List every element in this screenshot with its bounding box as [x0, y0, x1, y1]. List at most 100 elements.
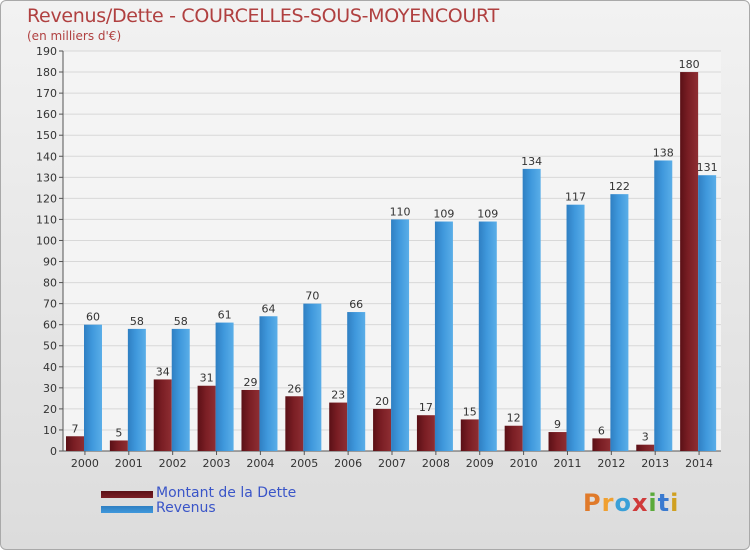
y-tick-label: 80	[43, 277, 57, 290]
bar-revenue	[347, 312, 366, 451]
bar-revenue	[171, 328, 190, 451]
x-tick-label: 2006	[334, 457, 362, 470]
y-tick-label: 170	[36, 87, 57, 100]
bar-revenue	[434, 221, 453, 451]
bar-debt	[197, 385, 216, 451]
bar-debt	[416, 415, 435, 451]
bar-revenue	[610, 194, 629, 451]
bar-debt	[109, 440, 128, 451]
bar-debt	[66, 436, 84, 451]
x-tick-label: 2004	[246, 457, 274, 470]
data-label-debt: 12	[507, 412, 521, 425]
data-label-revenue: 58	[174, 315, 188, 328]
data-label-debt: 23	[331, 389, 345, 402]
bar-debt	[329, 402, 348, 451]
logo-letter: i	[670, 489, 680, 517]
bar-debt	[636, 444, 655, 451]
legend-label-revenue: Revenus	[156, 500, 216, 516]
y-tick-label: 100	[36, 234, 57, 247]
bar-debt	[548, 432, 567, 451]
y-tick-label: 120	[36, 192, 57, 205]
bar-revenue	[259, 316, 278, 451]
bar-revenue	[84, 324, 102, 451]
data-label-revenue: 60	[86, 311, 100, 324]
data-label-debt: 34	[156, 365, 170, 378]
data-label-revenue: 61	[218, 309, 232, 322]
data-label-debt: 180	[679, 58, 700, 71]
data-label-revenue: 138	[653, 146, 674, 159]
y-tick-label: 160	[36, 108, 57, 121]
y-tick-label: 60	[43, 319, 57, 332]
bar-revenue	[303, 303, 322, 451]
data-label-revenue: 131	[697, 161, 718, 174]
bar-debt	[241, 389, 260, 451]
y-tick-label: 180	[36, 66, 57, 79]
x-tick-label: 2007	[378, 457, 406, 470]
data-label-revenue: 117	[565, 191, 586, 204]
data-label-debt: 15	[463, 405, 477, 418]
x-tick-label: 2010	[510, 457, 538, 470]
bar-debt	[592, 438, 611, 451]
data-label-debt: 7	[72, 422, 79, 435]
y-tick-label: 150	[36, 129, 57, 142]
data-label-revenue: 134	[521, 155, 542, 168]
logo-letter: x	[631, 489, 649, 517]
data-label-revenue: 64	[261, 302, 275, 315]
y-tick-label: 10	[43, 424, 57, 437]
bar-revenue	[698, 175, 717, 452]
y-tick-label: 140	[36, 150, 57, 163]
data-label-revenue: 109	[477, 208, 498, 221]
x-tick-label: 2005	[290, 457, 318, 470]
y-tick-label: 40	[43, 361, 57, 374]
bar-debt	[285, 396, 304, 451]
x-tick-label: 2009	[466, 457, 494, 470]
legend-swatch-debt	[101, 491, 153, 498]
bar-revenue	[566, 204, 585, 451]
bar-revenue	[522, 168, 541, 452]
data-label-revenue: 58	[130, 315, 144, 328]
data-label-debt: 20	[375, 395, 389, 408]
logo-letter: i	[648, 489, 658, 517]
x-tick-label: 2008	[422, 457, 450, 470]
data-label-debt: 5	[115, 426, 122, 439]
x-tick-label: 2014	[685, 457, 713, 470]
y-tick-label: 190	[36, 45, 57, 58]
data-label-revenue: 70	[305, 290, 319, 303]
logo-letter: t	[657, 489, 671, 517]
y-tick-label: 110	[36, 213, 57, 226]
data-label-debt: 17	[419, 401, 433, 414]
data-label-debt: 6	[598, 424, 605, 437]
data-label-revenue: 66	[349, 298, 363, 311]
chart-subtitle: (en milliers d'€)	[27, 29, 122, 43]
data-label-debt: 9	[554, 418, 561, 431]
bar-revenue	[127, 328, 146, 451]
y-tick-label: 50	[43, 340, 57, 353]
x-tick-label: 2003	[203, 457, 231, 470]
y-tick-label: 130	[36, 171, 57, 184]
bar-debt	[680, 72, 699, 451]
data-label-revenue: 109	[433, 208, 454, 221]
data-label-debt: 31	[200, 372, 214, 385]
data-label-debt: 29	[243, 376, 257, 389]
y-tick-label: 0	[50, 445, 57, 458]
x-tick-label: 2000	[71, 457, 99, 470]
logo-letter: o	[614, 489, 632, 517]
x-tick-label: 2002	[159, 457, 187, 470]
data-label-revenue: 122	[609, 180, 630, 193]
chart-title: Revenus/Dette - COURCELLES-SOUS-MOYENCOU…	[27, 5, 499, 27]
bar-revenue	[654, 160, 673, 451]
x-tick-label: 2013	[641, 457, 669, 470]
data-label-revenue: 110	[390, 205, 411, 218]
bar-revenue	[478, 221, 497, 451]
bar-revenue	[391, 219, 410, 451]
bar-debt	[373, 408, 392, 451]
data-label-debt: 26	[287, 382, 301, 395]
data-label-debt: 3	[642, 431, 649, 444]
x-tick-label: 2011	[553, 457, 581, 470]
bar-debt	[460, 419, 479, 451]
logo-letter: P	[583, 489, 602, 517]
x-tick-label: 2012	[597, 457, 625, 470]
y-tick-label: 90	[43, 256, 57, 269]
y-tick-label: 30	[43, 382, 57, 395]
